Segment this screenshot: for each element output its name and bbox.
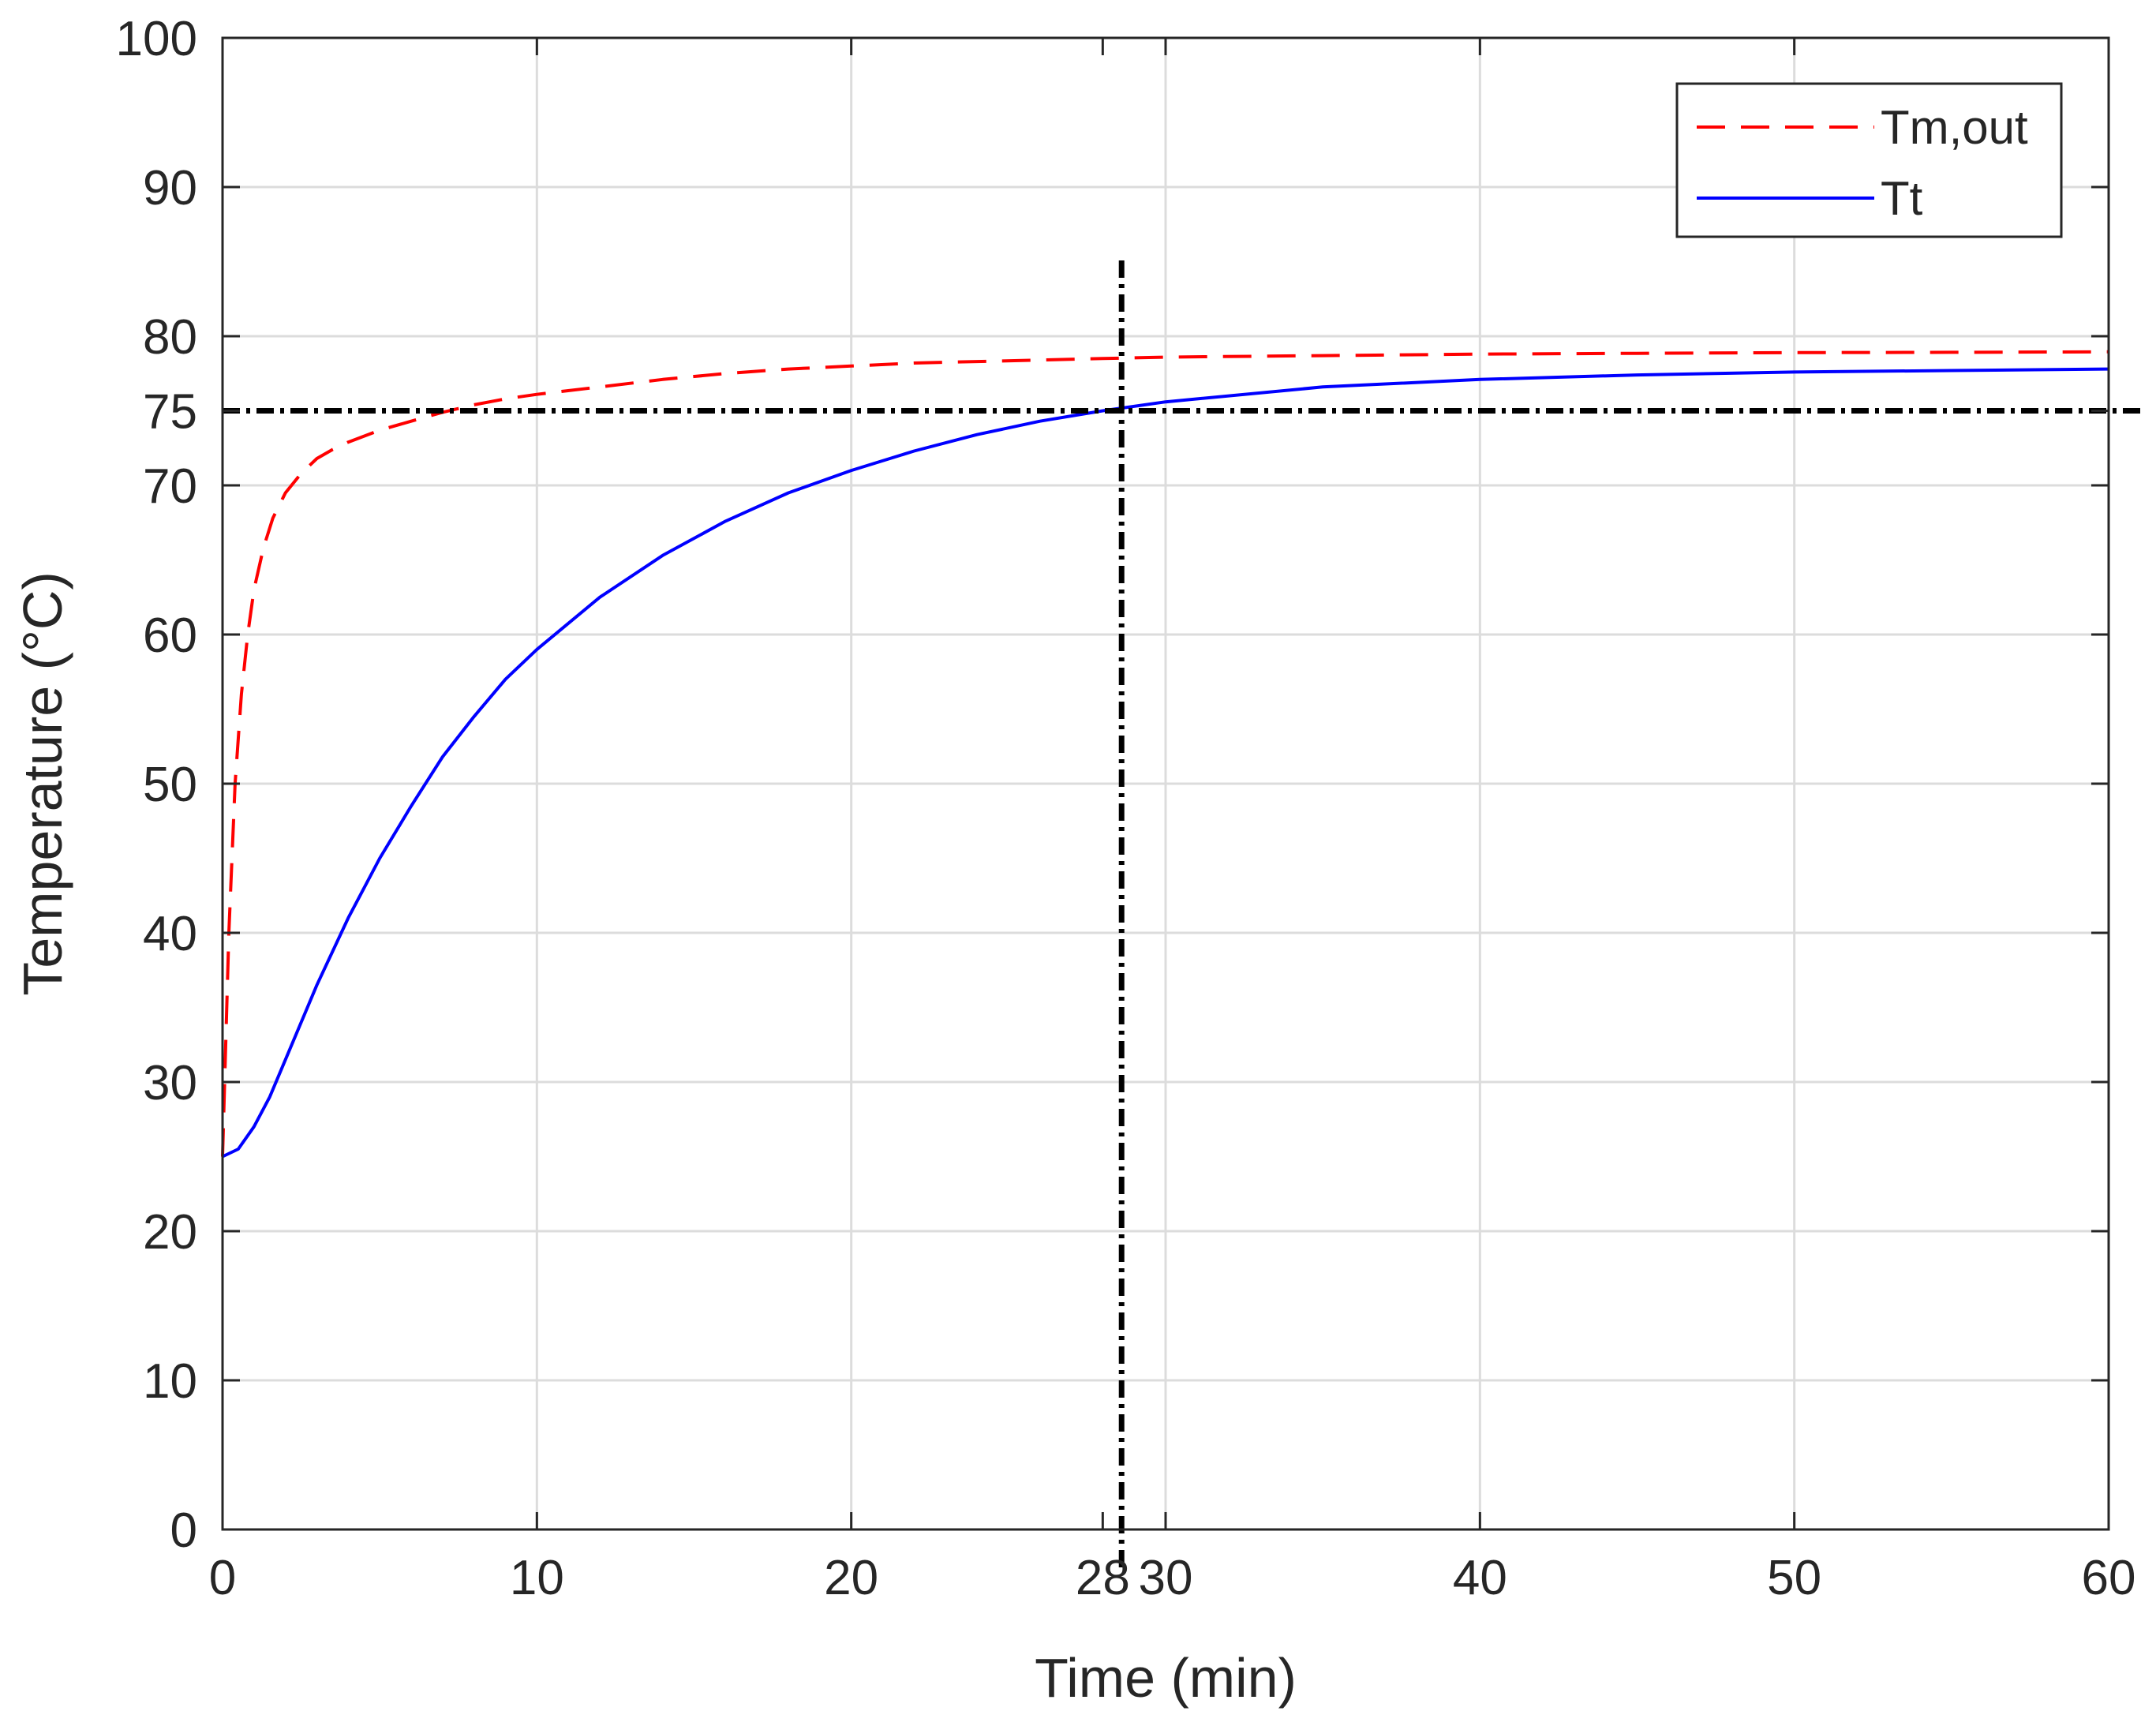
series-line-tm-out — [221, 350, 2109, 1157]
x-tick-label-40: 40 — [1453, 1551, 1507, 1605]
y-tick-label-50: 50 — [143, 758, 197, 812]
y-tick-label-20: 20 — [143, 1205, 197, 1260]
y-tick-label-100: 100 — [116, 12, 197, 66]
series-line-tt — [222, 367, 2109, 1159]
legend-label-tt: Tt — [1881, 172, 1923, 225]
y-tick-label-75: 75 — [143, 385, 197, 440]
y-tick-label-10: 10 — [143, 1354, 197, 1409]
x-tick-label-30: 30 — [1139, 1551, 1193, 1605]
legend: Tm,out Tt — [1675, 82, 2063, 238]
y-tick-label-40: 40 — [143, 907, 197, 961]
x-tick-label-10: 10 — [510, 1551, 564, 1605]
y-tick-label-80: 80 — [143, 310, 197, 365]
y-tick-label-30: 30 — [143, 1056, 197, 1110]
x-tick-label-60: 60 — [2082, 1551, 2136, 1605]
y-tick-label-90: 90 — [143, 161, 197, 215]
y-axis-label: Temperature (°C) — [12, 571, 73, 996]
legend-box — [1675, 82, 2063, 238]
x-tick-label-50: 50 — [1767, 1551, 1821, 1605]
x-tick-label-28: 28 — [1076, 1551, 1130, 1605]
reference-lines — [223, 260, 2147, 1571]
legend-label-tm-out: Tm,out — [1881, 101, 2028, 154]
y-tick-label-60: 60 — [143, 608, 197, 663]
x-tick-label-0: 0 — [209, 1551, 236, 1605]
series-group — [221, 350, 2109, 1159]
x-axis-label: Time (min) — [1035, 1647, 1297, 1709]
y-tick-label-0: 0 — [170, 1503, 197, 1558]
x-tick-label-20: 20 — [824, 1551, 878, 1605]
y-tick-label-70: 70 — [143, 459, 197, 514]
